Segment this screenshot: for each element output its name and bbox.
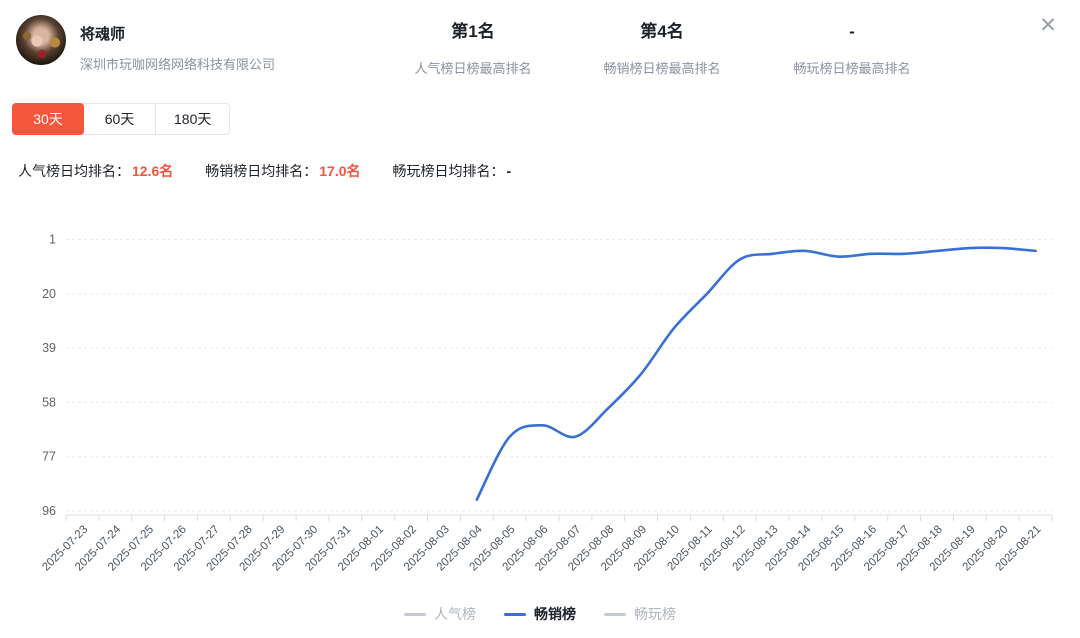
svg-text:39: 39 bbox=[42, 341, 56, 355]
summary-value: 17.0名 bbox=[319, 163, 361, 179]
stat-label: 畅玩榜日榜最高排名 bbox=[793, 61, 911, 76]
legend-line-icon bbox=[404, 612, 426, 616]
daily-average-summary: 人气榜日均排名： 12.6名 畅销榜日均排名： 17.0名 畅玩榜日均排名： - bbox=[18, 161, 511, 181]
chart-legend: 人气榜 畅销榜 畅玩榜 bbox=[0, 604, 1080, 624]
summary-label: 人气榜日均排名： bbox=[18, 163, 130, 179]
legend-item-人气榜[interactable]: 人气榜 bbox=[404, 604, 476, 624]
svg-text:58: 58 bbox=[42, 395, 56, 409]
svg-text:20: 20 bbox=[42, 287, 56, 301]
legend-label: 畅销榜 bbox=[534, 606, 576, 622]
svg-text:1: 1 bbox=[49, 233, 56, 247]
period-tab-group: 30天 60天 180天 bbox=[12, 103, 231, 135]
stat-sales-best: 第4名 畅销榜日榜最高排名 bbox=[542, 20, 782, 77]
stat-popularity-best: 第1名 人气榜日榜最高排名 bbox=[353, 20, 593, 77]
legend-item-畅销榜[interactable]: 畅销榜 bbox=[504, 604, 576, 624]
summary-label: 畅玩榜日均排名： bbox=[392, 163, 505, 179]
stat-value: 第4名 bbox=[640, 22, 684, 41]
summary-item-1: 畅销榜日均排名： 17.0名 bbox=[205, 161, 360, 181]
legend-line-icon bbox=[604, 612, 626, 616]
legend-label: 人气榜 bbox=[434, 606, 476, 622]
tab-30天[interactable]: 30天 bbox=[12, 103, 84, 135]
legend-label: 畅玩榜 bbox=[634, 606, 676, 622]
stat-value: 第1名 bbox=[451, 22, 495, 41]
stat-label: 人气榜日榜最高排名 bbox=[414, 61, 532, 76]
close-icon[interactable]: ✕ bbox=[1039, 14, 1057, 37]
tab-180天[interactable]: 180天 bbox=[155, 104, 229, 134]
summary-item-0: 人气榜日均排名： 12.6名 bbox=[18, 161, 173, 181]
svg-text:77: 77 bbox=[42, 450, 56, 464]
legend-item-畅玩榜[interactable]: 畅玩榜 bbox=[604, 604, 676, 624]
summary-value: - bbox=[506, 163, 512, 179]
summary-value: 12.6名 bbox=[132, 163, 174, 179]
stat-label: 畅销榜日榜最高排名 bbox=[603, 61, 721, 76]
stat-play-best: - 畅玩榜日榜最高排名 bbox=[732, 20, 972, 77]
game-avatar bbox=[16, 15, 66, 65]
stat-value: - bbox=[849, 22, 855, 41]
summary-item-2: 畅玩榜日均排名： - bbox=[393, 161, 512, 181]
svg-text:96: 96 bbox=[42, 504, 56, 518]
summary-label: 畅销榜日均排名： bbox=[205, 163, 318, 179]
game-title: 将魂师 bbox=[80, 26, 126, 43]
company-name: 深圳市玩咖网络网络科技有限公司 bbox=[80, 57, 276, 72]
legend-line-icon bbox=[504, 612, 526, 616]
